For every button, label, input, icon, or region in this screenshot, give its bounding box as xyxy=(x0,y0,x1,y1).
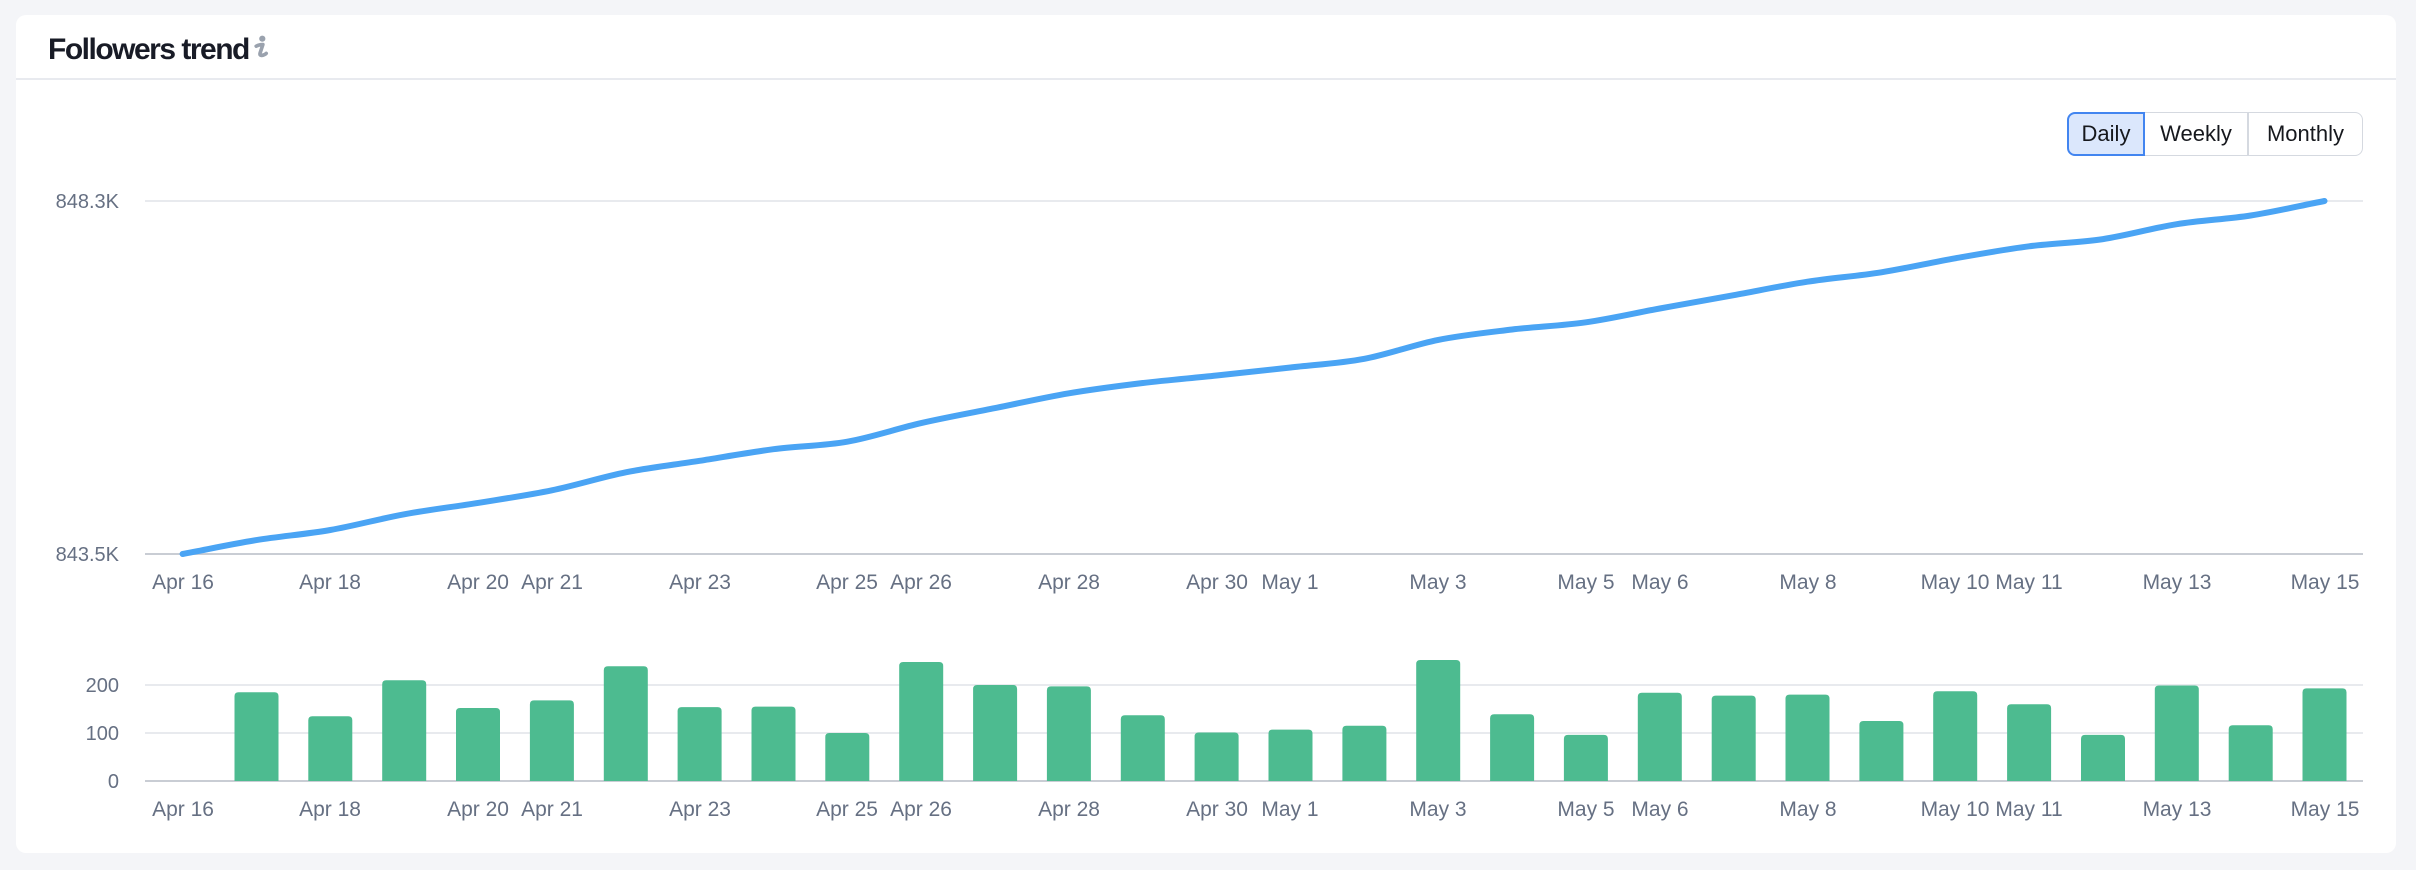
svg-text:May 11: May 11 xyxy=(1995,571,2062,594)
svg-text:May 8: May 8 xyxy=(1779,571,1836,594)
svg-text:0: 0 xyxy=(108,771,119,793)
svg-text:Apr 16: Apr 16 xyxy=(152,571,214,594)
svg-text:100: 100 xyxy=(86,723,119,745)
svg-text:Apr 21: Apr 21 xyxy=(521,798,583,821)
svg-text:Apr 30: Apr 30 xyxy=(1186,571,1248,594)
svg-text:Apr 20: Apr 20 xyxy=(447,798,509,821)
svg-text:May 3: May 3 xyxy=(1409,798,1466,821)
svg-text:May 10: May 10 xyxy=(1921,798,1990,821)
svg-text:May 5: May 5 xyxy=(1557,571,1614,594)
svg-text:Apr 28: Apr 28 xyxy=(1038,798,1100,821)
svg-text:Apr 23: Apr 23 xyxy=(669,798,731,821)
svg-text:May 13: May 13 xyxy=(2143,798,2212,821)
svg-text:Apr 25: Apr 25 xyxy=(816,798,878,821)
svg-text:200: 200 xyxy=(86,675,119,697)
svg-text:848.3K: 848.3K xyxy=(56,191,120,213)
svg-text:May 13: May 13 xyxy=(2143,571,2212,594)
svg-text:Apr 23: Apr 23 xyxy=(669,571,731,594)
svg-text:Apr 18: Apr 18 xyxy=(299,798,361,821)
svg-text:May 1: May 1 xyxy=(1261,571,1318,594)
svg-text:May 1: May 1 xyxy=(1261,798,1318,821)
svg-text:May 8: May 8 xyxy=(1779,798,1836,821)
svg-text:May 3: May 3 xyxy=(1409,571,1466,594)
svg-text:May 5: May 5 xyxy=(1557,798,1614,821)
svg-text:Apr 30: Apr 30 xyxy=(1186,798,1248,821)
svg-text:Apr 20: Apr 20 xyxy=(447,571,509,594)
svg-text:May 15: May 15 xyxy=(2291,571,2360,594)
svg-text:May 10: May 10 xyxy=(1921,571,1990,594)
svg-text:May 6: May 6 xyxy=(1631,798,1688,821)
svg-text:Apr 18: Apr 18 xyxy=(299,571,361,594)
svg-text:843.5K: 843.5K xyxy=(56,544,120,566)
svg-text:Apr 26: Apr 26 xyxy=(890,571,952,594)
svg-text:Apr 26: Apr 26 xyxy=(890,798,952,821)
svg-text:Apr 25: Apr 25 xyxy=(816,571,878,594)
svg-text:May 6: May 6 xyxy=(1631,571,1688,594)
svg-text:Apr 28: Apr 28 xyxy=(1038,571,1100,594)
svg-text:Apr 21: Apr 21 xyxy=(521,571,583,594)
svg-text:Apr 16: Apr 16 xyxy=(152,798,214,821)
svg-text:May 11: May 11 xyxy=(1995,798,2062,821)
svg-text:May 15: May 15 xyxy=(2291,798,2360,821)
